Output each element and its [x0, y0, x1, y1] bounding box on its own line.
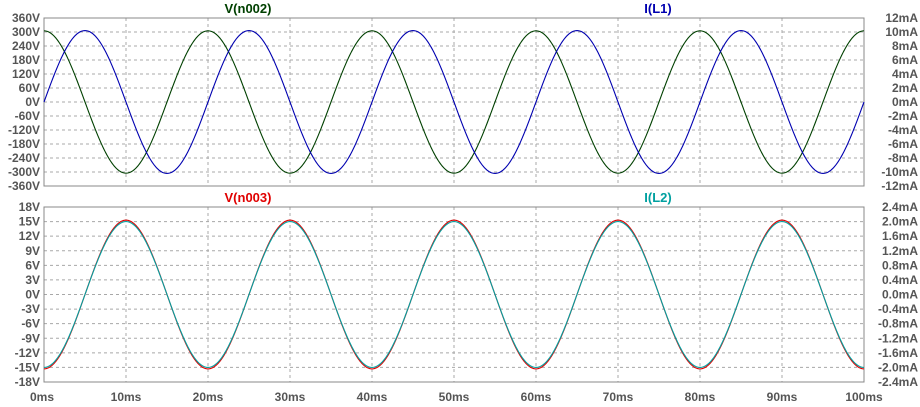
right-tick-label: 0.4mA [882, 273, 918, 287]
left-tick-label: 240V [12, 39, 40, 53]
left-tick-label: 120V [12, 67, 40, 81]
right-tick-label: -2mA [888, 109, 918, 123]
left-tick-label: -9V [21, 331, 40, 345]
left-tick-label: 360V [12, 11, 40, 25]
right-tick-label: 4mA [892, 67, 918, 81]
trace-i-l1[interactable] [43, 30, 865, 174]
right-tick-label: 2mA [892, 81, 918, 95]
trace-label-v-n002[interactable]: V(n002) [225, 1, 272, 16]
left-tick-label: -3V [21, 302, 40, 316]
right-tick-label: 0.8mA [882, 258, 918, 272]
right-tick-label: 0mA [892, 95, 918, 109]
left-tick-label: -360V [8, 179, 40, 193]
right-tick-label: 8mA [892, 39, 918, 53]
trace-i-l2[interactable] [43, 221, 865, 368]
left-tick-label: -15V [15, 360, 40, 374]
x-tick-label: 80ms [685, 390, 716, 404]
left-tick-label: 3V [25, 273, 40, 287]
right-tick-label: -0.8mA [878, 317, 918, 331]
x-tick-label: 30ms [275, 390, 306, 404]
right-tick-label: -8mA [888, 151, 918, 165]
bottom-traces [43, 219, 865, 370]
x-tick-label: 60ms [521, 390, 552, 404]
top-left-axis: 360V300V240V180V120V60V0V-60V-120V-180V-… [8, 11, 40, 193]
bottom-plot-frame [43, 206, 865, 383]
x-tick-label: 20ms [193, 390, 224, 404]
bottom-right-axis: 2.4mA2.0mA1.6mA1.2mA0.8mA0.4mA0.0mA-0.4m… [878, 200, 918, 389]
right-tick-label: 6mA [892, 53, 918, 67]
trace-v-n002[interactable] [43, 30, 865, 174]
top-right-axis: 12mA10mA8mA6mA4mA2mA0mA-2mA-4mA-6mA-8mA-… [881, 11, 918, 193]
right-tick-label: -1.2mA [878, 331, 918, 345]
right-tick-label: 2.4mA [882, 200, 918, 214]
right-tick-label: 1.6mA [882, 229, 918, 243]
left-tick-label: 15V [19, 215, 40, 229]
x-tick-label: 100ms [845, 390, 883, 404]
right-tick-label: -6mA [888, 137, 918, 151]
right-tick-label: -2.4mA [878, 375, 918, 389]
left-tick-label: 0V [25, 288, 40, 302]
left-tick-label: -18V [15, 375, 40, 389]
trace-label-v-n003[interactable]: V(n003) [225, 190, 272, 205]
right-tick-label: -0.4mA [878, 302, 918, 316]
top-traces [43, 30, 865, 174]
right-tick-label: 0.0mA [882, 288, 918, 302]
left-tick-label: 6V [25, 258, 40, 272]
left-tick-label: 180V [12, 53, 40, 67]
left-tick-label: 9V [25, 244, 40, 258]
x-tick-label: 90ms [767, 390, 798, 404]
x-tick-label: 40ms [357, 390, 388, 404]
right-tick-label: 10mA [885, 25, 918, 39]
right-tick-label: -10mA [881, 165, 918, 179]
left-tick-label: -240V [8, 151, 40, 165]
right-tick-label: 1.2mA [882, 244, 918, 258]
right-tick-label: 12mA [885, 11, 918, 25]
trace-label-i-l1[interactable]: I(L1) [644, 1, 671, 16]
right-tick-label: -2.0mA [878, 360, 918, 374]
x-tick-label: 70ms [603, 390, 634, 404]
right-tick-label: -4mA [888, 123, 918, 137]
left-tick-label: 60V [19, 81, 40, 95]
x-axis: 0ms 10ms 20ms 30ms 40ms 50ms 60ms 70ms 80ms 90ms 1… [30, 390, 883, 404]
x-tick-label: 10ms [111, 390, 142, 404]
left-tick-label: 18V [19, 200, 40, 214]
right-tick-label: 2.0mA [882, 215, 918, 229]
left-tick-label: -180V [8, 137, 40, 151]
left-tick-label: 12V [19, 229, 40, 243]
right-tick-label: -12mA [881, 179, 918, 193]
right-tick-label: -1.6mA [878, 346, 918, 360]
x-tick-label: 50ms [439, 390, 470, 404]
left-tick-label: 300V [12, 25, 40, 39]
trace-label-i-l2[interactable]: I(L2) [644, 190, 671, 205]
left-tick-label: -60V [15, 109, 40, 123]
left-tick-label: 0V [25, 95, 40, 109]
left-tick-label: -12V [15, 346, 40, 360]
left-tick-label: -120V [8, 123, 40, 137]
x-tick-label: 0ms [30, 390, 54, 404]
top-panel: 360V300V240V180V120V60V0V-60V-120V-180V-… [8, 1, 918, 193]
left-tick-label: -6V [21, 317, 40, 331]
left-tick-label: -300V [8, 165, 40, 179]
